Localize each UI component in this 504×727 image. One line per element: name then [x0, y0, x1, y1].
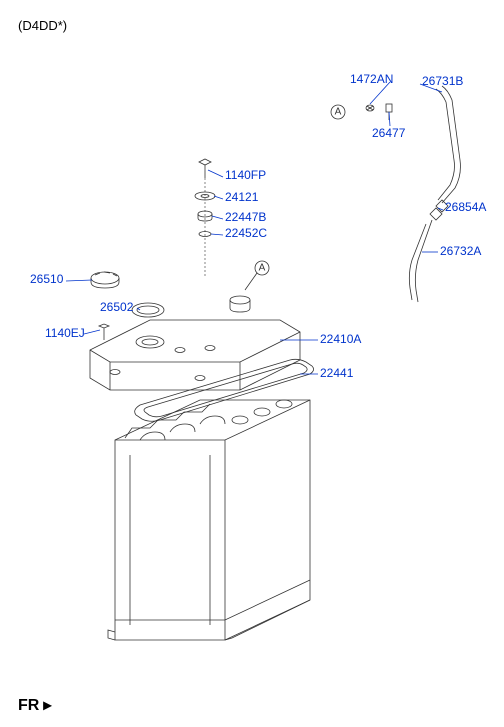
part-label-26732A: 26732A — [440, 244, 481, 258]
part-label-22447B: 22447B — [225, 210, 266, 224]
diagram-container: (D4DD*) A — [0, 0, 504, 727]
part-label-1140EJ: 1140EJ — [45, 326, 85, 340]
fr-indicator: FR▸ — [18, 695, 51, 715]
part-label-22441: 22441 — [320, 366, 353, 380]
part-label-1472AN: 1472AN — [350, 72, 393, 86]
part-label-26731B: 26731B — [422, 74, 463, 88]
technical-drawing: A A — [0, 0, 504, 727]
part-label-1140FP: 1140FP — [225, 168, 266, 182]
callout-a-top: A — [335, 107, 342, 118]
fr-text: FR — [18, 697, 39, 714]
part-label-22452C: 22452C — [225, 226, 267, 240]
callout-a-cover: A — [259, 263, 266, 274]
arrow-right-icon: ▸ — [43, 695, 51, 715]
part-label-26502: 26502 — [100, 300, 133, 314]
part-label-26477: 26477 — [372, 126, 405, 140]
part-label-24121: 24121 — [225, 190, 258, 204]
part-label-26510: 26510 — [30, 272, 63, 286]
part-label-22410A: 22410A — [320, 332, 361, 346]
part-label-26854A: 26854A — [445, 200, 486, 214]
